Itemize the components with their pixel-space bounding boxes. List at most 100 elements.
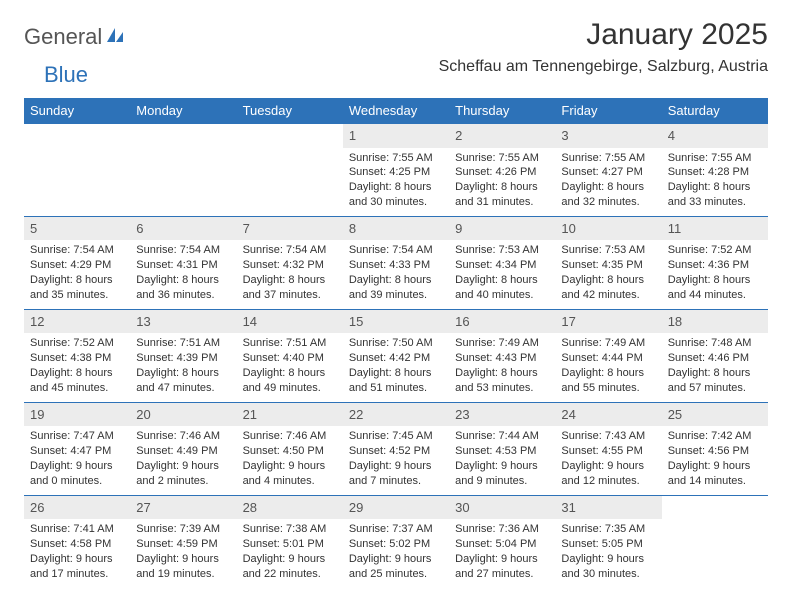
sunset-line: Sunset: 4:31 PM — [136, 258, 230, 273]
sunrise-line: Sunrise: 7:41 AM — [30, 522, 124, 537]
daylight-line-2: and 49 minutes. — [243, 381, 337, 396]
sunset-line: Sunset: 4:34 PM — [455, 258, 549, 273]
sunrise-line: Sunrise: 7:48 AM — [668, 336, 762, 351]
daylight-line-2: and 37 minutes. — [243, 288, 337, 303]
sunset-line: Sunset: 4:25 PM — [349, 165, 443, 180]
day-body: Sunrise: 7:47 AMSunset: 4:47 PMDaylight:… — [24, 426, 130, 494]
sunset-line: Sunset: 4:29 PM — [30, 258, 124, 273]
day-cell: 8Sunrise: 7:54 AMSunset: 4:33 PMDaylight… — [343, 217, 449, 309]
day-cell: 30Sunrise: 7:36 AMSunset: 5:04 PMDayligh… — [449, 496, 555, 588]
day-body: Sunrise: 7:46 AMSunset: 4:50 PMDaylight:… — [237, 426, 343, 494]
day-body: Sunrise: 7:35 AMSunset: 5:05 PMDaylight:… — [555, 519, 661, 587]
sunset-line: Sunset: 4:28 PM — [668, 165, 762, 180]
day-cell: 7Sunrise: 7:54 AMSunset: 4:32 PMDaylight… — [237, 217, 343, 309]
daylight-line-1: Daylight: 8 hours — [136, 366, 230, 381]
daylight-line-1: Daylight: 8 hours — [455, 180, 549, 195]
daylight-line-1: Daylight: 8 hours — [561, 180, 655, 195]
day-number: 21 — [237, 403, 343, 427]
day-number: 5 — [24, 217, 130, 241]
daylight-line-1: Daylight: 8 hours — [349, 366, 443, 381]
daylight-line-2: and 44 minutes. — [668, 288, 762, 303]
sunset-line: Sunset: 4:40 PM — [243, 351, 337, 366]
day-body: Sunrise: 7:49 AMSunset: 4:43 PMDaylight:… — [449, 333, 555, 401]
sunrise-line: Sunrise: 7:53 AM — [455, 243, 549, 258]
sunrise-line: Sunrise: 7:54 AM — [349, 243, 443, 258]
sunset-line: Sunset: 5:04 PM — [455, 537, 549, 552]
day-number: 24 — [555, 403, 661, 427]
day-cell: 9Sunrise: 7:53 AMSunset: 4:34 PMDaylight… — [449, 217, 555, 309]
day-cell: 6Sunrise: 7:54 AMSunset: 4:31 PMDaylight… — [130, 217, 236, 309]
day-body: Sunrise: 7:55 AMSunset: 4:25 PMDaylight:… — [343, 148, 449, 216]
sunrise-line: Sunrise: 7:39 AM — [136, 522, 230, 537]
sunrise-line: Sunrise: 7:55 AM — [668, 151, 762, 166]
daylight-line-2: and 30 minutes. — [349, 195, 443, 210]
sunrise-line: Sunrise: 7:55 AM — [349, 151, 443, 166]
weekday-thursday: Thursday — [449, 98, 555, 123]
day-body: Sunrise: 7:55 AMSunset: 4:27 PMDaylight:… — [555, 148, 661, 216]
daylight-line-2: and 45 minutes. — [30, 381, 124, 396]
sunset-line: Sunset: 5:01 PM — [243, 537, 337, 552]
daylight-line-1: Daylight: 8 hours — [561, 273, 655, 288]
day-cell: 12Sunrise: 7:52 AMSunset: 4:38 PMDayligh… — [24, 310, 130, 402]
day-number: 13 — [130, 310, 236, 334]
day-cell: 16Sunrise: 7:49 AMSunset: 4:43 PMDayligh… — [449, 310, 555, 402]
daylight-line-2: and 0 minutes. — [30, 474, 124, 489]
daylight-line-1: Daylight: 8 hours — [136, 273, 230, 288]
weekday-monday: Monday — [130, 98, 236, 123]
day-cell: 20Sunrise: 7:46 AMSunset: 4:49 PMDayligh… — [130, 403, 236, 495]
sunrise-line: Sunrise: 7:55 AM — [455, 151, 549, 166]
sunrise-line: Sunrise: 7:43 AM — [561, 429, 655, 444]
daylight-line-1: Daylight: 9 hours — [455, 459, 549, 474]
sunset-line: Sunset: 4:53 PM — [455, 444, 549, 459]
day-cell: 10Sunrise: 7:53 AMSunset: 4:35 PMDayligh… — [555, 217, 661, 309]
day-cell: 3Sunrise: 7:55 AMSunset: 4:27 PMDaylight… — [555, 124, 661, 216]
daylight-line-1: Daylight: 8 hours — [243, 273, 337, 288]
day-number: 2 — [449, 124, 555, 148]
day-body: Sunrise: 7:36 AMSunset: 5:04 PMDaylight:… — [449, 519, 555, 587]
sunset-line: Sunset: 4:59 PM — [136, 537, 230, 552]
sunrise-line: Sunrise: 7:45 AM — [349, 429, 443, 444]
day-number: 11 — [662, 217, 768, 241]
daylight-line-2: and 14 minutes. — [668, 474, 762, 489]
day-number: 31 — [555, 496, 661, 520]
day-number: 20 — [130, 403, 236, 427]
day-body: Sunrise: 7:50 AMSunset: 4:42 PMDaylight:… — [343, 333, 449, 401]
day-body: Sunrise: 7:42 AMSunset: 4:56 PMDaylight:… — [662, 426, 768, 494]
daylight-line-2: and 12 minutes. — [561, 474, 655, 489]
sunset-line: Sunset: 4:46 PM — [668, 351, 762, 366]
day-number: 1 — [343, 124, 449, 148]
day-number: 26 — [24, 496, 130, 520]
day-body: Sunrise: 7:52 AMSunset: 4:36 PMDaylight:… — [662, 240, 768, 308]
day-body: Sunrise: 7:54 AMSunset: 4:32 PMDaylight:… — [237, 240, 343, 308]
daylight-line-2: and 9 minutes. — [455, 474, 549, 489]
sunrise-line: Sunrise: 7:54 AM — [136, 243, 230, 258]
sunset-line: Sunset: 4:58 PM — [30, 537, 124, 552]
logo-sail-icon — [105, 26, 125, 49]
day-body: Sunrise: 7:53 AMSunset: 4:34 PMDaylight:… — [449, 240, 555, 308]
day-number: 8 — [343, 217, 449, 241]
daylight-line-1: Daylight: 9 hours — [30, 552, 124, 567]
daylight-line-2: and 47 minutes. — [136, 381, 230, 396]
weekday-header-row: SundayMondayTuesdayWednesdayThursdayFrid… — [24, 98, 768, 123]
week-row: 19Sunrise: 7:47 AMSunset: 4:47 PMDayligh… — [24, 402, 768, 495]
day-body: Sunrise: 7:54 AMSunset: 4:31 PMDaylight:… — [130, 240, 236, 308]
daylight-line-2: and 35 minutes. — [30, 288, 124, 303]
day-number: 6 — [130, 217, 236, 241]
logo-text-general: General — [24, 24, 102, 50]
daylight-line-2: and 53 minutes. — [455, 381, 549, 396]
day-body: Sunrise: 7:51 AMSunset: 4:40 PMDaylight:… — [237, 333, 343, 401]
sunset-line: Sunset: 5:05 PM — [561, 537, 655, 552]
day-cell: 2Sunrise: 7:55 AMSunset: 4:26 PMDaylight… — [449, 124, 555, 216]
day-cell: 21Sunrise: 7:46 AMSunset: 4:50 PMDayligh… — [237, 403, 343, 495]
sunset-line: Sunset: 4:35 PM — [561, 258, 655, 273]
week-row: 12Sunrise: 7:52 AMSunset: 4:38 PMDayligh… — [24, 309, 768, 402]
daylight-line-1: Daylight: 9 hours — [349, 459, 443, 474]
daylight-line-2: and 39 minutes. — [349, 288, 443, 303]
day-body: Sunrise: 7:51 AMSunset: 4:39 PMDaylight:… — [130, 333, 236, 401]
day-body: Sunrise: 7:55 AMSunset: 4:26 PMDaylight:… — [449, 148, 555, 216]
calendar-page: General January 2025 Scheffau am Tenneng… — [0, 0, 792, 598]
day-cell: 31Sunrise: 7:35 AMSunset: 5:05 PMDayligh… — [555, 496, 661, 588]
day-body: Sunrise: 7:48 AMSunset: 4:46 PMDaylight:… — [662, 333, 768, 401]
sunrise-line: Sunrise: 7:47 AM — [30, 429, 124, 444]
sunrise-line: Sunrise: 7:51 AM — [136, 336, 230, 351]
